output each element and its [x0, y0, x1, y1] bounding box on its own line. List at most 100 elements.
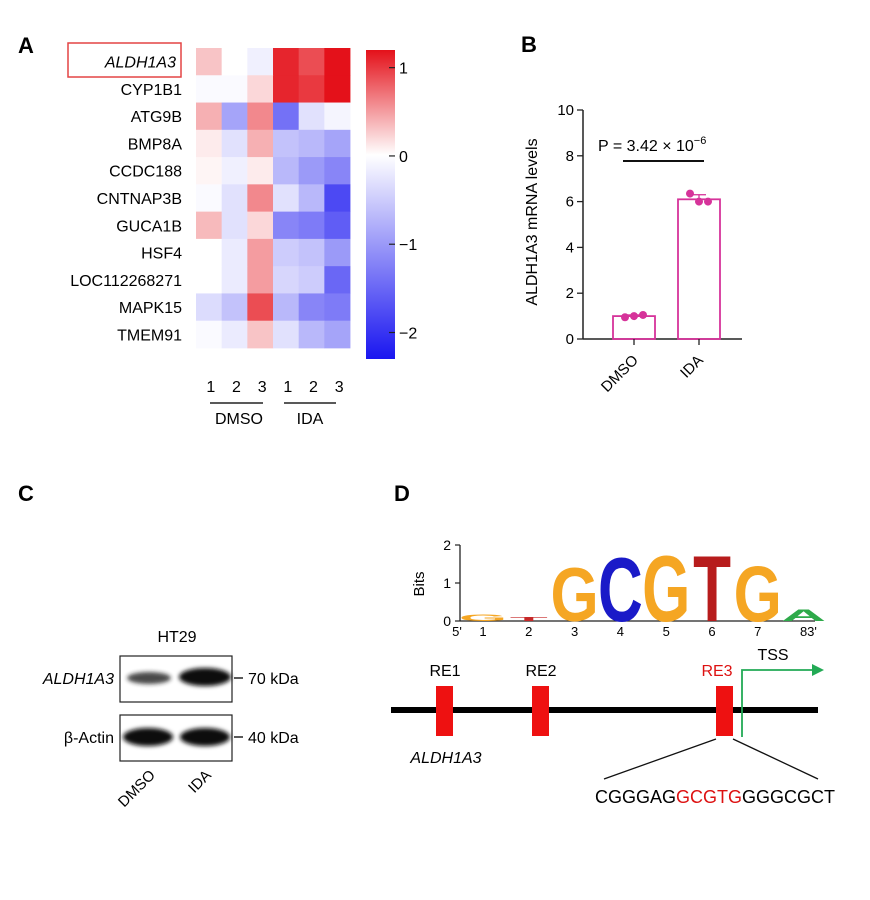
heatmap-cell [298, 129, 325, 158]
heatmap-cell [247, 48, 274, 76]
heatmap-cell [196, 48, 223, 76]
motif-position-labels: 1 2 3 4 5 6 7 8 [479, 624, 807, 639]
heatmap-cell [247, 184, 274, 213]
heatmap-cell [273, 293, 300, 322]
motif-y-ticks: 0 1 2 [443, 537, 460, 629]
size-marker-40: 40 kDa [248, 730, 299, 747]
panel-label-d: D [394, 481, 410, 506]
mrna-bar-chart: ALDH1A3 mRNA levels 0 2 4 6 8 10 DMSO IDA P = … [524, 102, 742, 396]
element-label-re1: RE1 [429, 663, 460, 680]
heatmap-row-label: LOC112268271 [70, 273, 182, 290]
heatmap-cell [273, 75, 300, 103]
heatmap-row-label: TMEM91 [117, 327, 182, 344]
heatmap-cell [324, 211, 351, 240]
bar [677, 198, 721, 340]
heatmap-cell [324, 293, 351, 322]
heatmap-column-label: 1 [206, 379, 215, 396]
blot-label-aldh1a3: ALDH1A3 [42, 671, 114, 688]
sequence-prefix: CGGGAG [595, 787, 676, 807]
heatmap-cells [196, 48, 351, 349]
colorbar-tick-label: 1 [399, 61, 408, 78]
y-tick-label: 2 [566, 285, 574, 302]
heatmap-cell [247, 211, 274, 240]
element-re1 [436, 686, 453, 736]
heatmap-cell [324, 75, 351, 103]
heatmap-cell [324, 157, 351, 185]
data-point [704, 197, 712, 206]
heatmap-cell [196, 184, 223, 213]
heatmap-cell [221, 266, 248, 294]
heatmap-row-label: BMP8A [128, 136, 183, 153]
heatmap-cell [273, 320, 300, 349]
motif-position-label: 1 [479, 624, 486, 639]
heatmap-cell [298, 102, 325, 131]
panel-label-a: A [18, 33, 34, 58]
data-point [639, 310, 647, 319]
heatmap-column-label: 3 [258, 379, 267, 396]
heatmap-row-label: GUCA1B [116, 218, 182, 235]
motif-position-label: 4 [617, 624, 624, 639]
data-point [686, 189, 694, 198]
motif-letter: G [550, 552, 598, 637]
heatmap-row-label: CCDC188 [109, 164, 182, 181]
heatmap-cell [196, 75, 223, 103]
motif-letter: T [510, 616, 548, 622]
heatmap-cell [247, 129, 274, 158]
motif-position-label: 2 [525, 624, 532, 639]
motif-letter: G [642, 536, 690, 641]
group-label-ida: IDA [297, 411, 324, 428]
panel-label-c: C [18, 481, 34, 506]
band-actin-ida [180, 728, 230, 746]
motif-letter: A [781, 606, 826, 624]
y-tick-label: 6 [566, 194, 574, 211]
panel-label-b: B [521, 32, 537, 57]
heatmap-row-labels: ALDH1A3 CYP1B1 ATG9B BMP8A CCDC188 CNTNAP3B GU… [70, 55, 182, 345]
heatmap-cell [221, 211, 248, 240]
heatmap-column-label: 1 [283, 379, 292, 396]
heatmap-cell [247, 102, 274, 131]
data-point [630, 312, 638, 321]
x-tick-label: DMSO [598, 352, 642, 396]
motif-y-axis-label: Bits [411, 571, 428, 596]
motif-y-tick-label: 2 [443, 537, 451, 553]
heatmap-cell [324, 238, 351, 267]
heatmap-cell [324, 48, 351, 76]
element-re2 [532, 686, 549, 736]
tss-arrow [741, 669, 815, 737]
heatmap-cell [324, 102, 351, 131]
heatmap-cell [298, 157, 325, 185]
y-tick-label: 10 [557, 102, 574, 119]
x-tick-labels: DMSO IDA [598, 339, 707, 396]
band-aldh1a3-ida [179, 668, 231, 686]
motif-position-label: 6 [708, 624, 715, 639]
heatmap-cell [298, 266, 325, 294]
heatmap-cell [298, 48, 325, 76]
heatmap-cell [298, 293, 325, 322]
blot-label-actin: β-Actin [64, 730, 114, 747]
data-point [621, 313, 629, 322]
heatmap-cell [196, 266, 223, 294]
heatmap-cell [221, 157, 248, 185]
heatmap-cell [196, 293, 223, 322]
y-tick-label: 0 [566, 331, 574, 348]
heatmap-cell [196, 320, 223, 349]
heatmap-column-label: 2 [232, 379, 241, 396]
binding-sequence: CGGGAGGCGTGGGGCGCT [595, 787, 835, 807]
y-axis-label: ALDH1A3 mRNA levels [524, 138, 541, 305]
highlight-box [67, 42, 182, 78]
zoom-line-right [732, 738, 819, 780]
heatmap-cell [273, 211, 300, 240]
heatmap-cell [221, 238, 248, 267]
y-ticks: 0 2 4 6 8 10 [557, 102, 583, 348]
heatmap-cell [298, 75, 325, 103]
motif-y-tick-label: 0 [443, 613, 451, 629]
heatmap-cell [196, 129, 223, 158]
y-tick-label: 8 [566, 148, 574, 165]
heatmap-row-label: CNTNAP3B [97, 191, 182, 208]
data-point [695, 197, 703, 206]
colorbar-ticks: 1 0 −1 −2 [389, 61, 417, 343]
heatmap-cell [247, 75, 274, 103]
lane-label-ida: IDA [185, 767, 215, 797]
heatmap-row-label: ATG9B [131, 109, 182, 126]
